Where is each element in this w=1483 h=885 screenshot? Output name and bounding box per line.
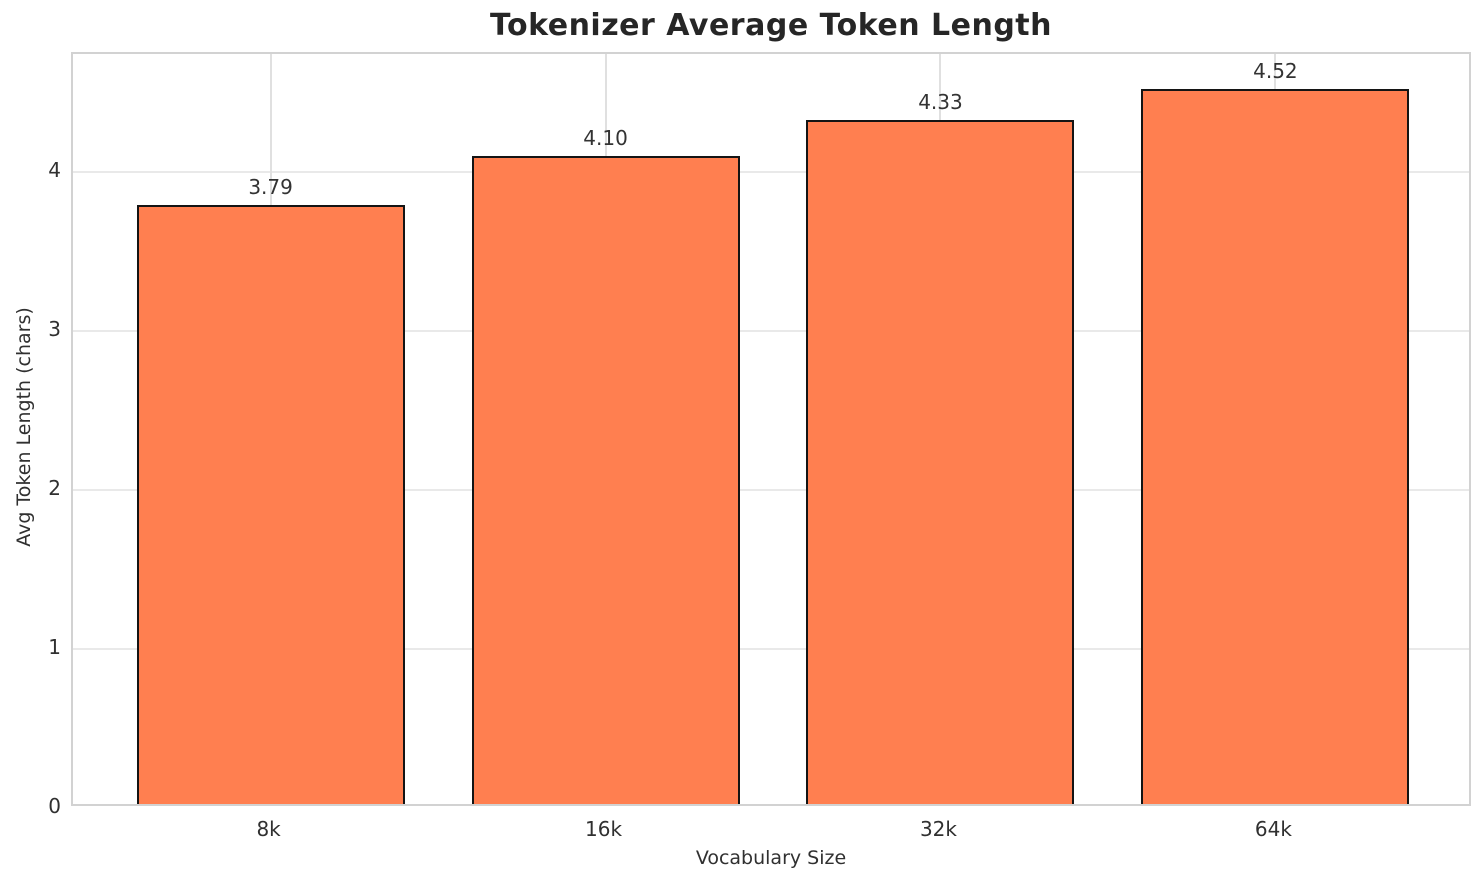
gridline-horizontal	[73, 647, 1469, 650]
bar-value-label: 4.52	[1253, 59, 1298, 84]
chart-title: Tokenizer Average Token Length	[489, 8, 1052, 43]
bar-value-label: 4.33	[918, 89, 963, 114]
y-tick-label: 3	[48, 316, 61, 341]
y-tick-label: 4	[48, 157, 61, 182]
y-tick-label: 0	[48, 794, 61, 818]
x-tick-label: 32k	[919, 817, 957, 841]
y-tick-label: 2	[48, 475, 61, 500]
x-axis-title: Vocabulary Size	[695, 847, 847, 869]
bar-64k	[1141, 89, 1410, 804]
x-tick-label: 8k	[256, 817, 281, 841]
gridline-horizontal	[73, 329, 1469, 332]
gridline-horizontal	[73, 170, 1469, 173]
bar-value-label: 3.79	[248, 175, 293, 200]
bar-value-label: 4.10	[583, 126, 628, 151]
y-axis-title: Avg Token Length (chars)	[13, 307, 35, 547]
y-tick-label: 1	[48, 634, 61, 659]
plot-area: 3.79 4.10 4.33 4.52	[71, 52, 1471, 806]
bar-16k	[471, 156, 740, 804]
x-tick-label: 64k	[1254, 817, 1292, 841]
gridline-horizontal	[73, 488, 1469, 491]
x-tick-label: 16k	[585, 817, 623, 841]
bar-32k	[806, 119, 1075, 804]
bar-8k	[136, 205, 405, 804]
